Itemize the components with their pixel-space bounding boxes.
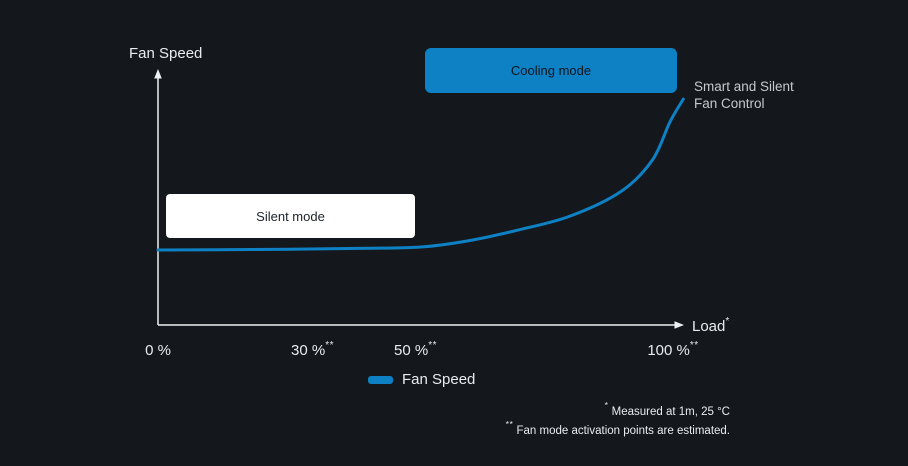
x-axis-title-text: Load	[692, 318, 726, 335]
annotation-line-1: Smart and Silent	[694, 79, 794, 94]
legend-label: Fan Speed	[402, 371, 476, 388]
cooling-mode-badge: Cooling mode	[425, 48, 677, 93]
x-tick-50: 50 %**	[394, 340, 437, 359]
fan-speed-curve	[156, 97, 685, 252]
footnote-1-text: Measured at 1m, 25 °C	[608, 405, 730, 418]
x-tick-30-marker: **	[325, 340, 334, 351]
y-axis-title: Fan Speed	[129, 45, 203, 62]
x-tick-0-label: 0 %	[145, 342, 171, 359]
x-axis-arrow-icon	[674, 321, 684, 329]
fan-speed-swatch-icon	[368, 375, 393, 384]
footnote-2-text: Fan mode activation points are estimated…	[513, 424, 730, 437]
annotation-line-2: Fan Control	[694, 96, 765, 111]
x-tick-50-label: 50 %	[394, 342, 429, 359]
silent-mode-badge: Silent mode	[166, 194, 415, 238]
x-axis-title-marker: *	[725, 316, 730, 327]
legend: Fan Speed	[368, 371, 475, 388]
smart-silent-fan-control-annotation: Smart and Silent Fan Control	[694, 78, 794, 112]
x-tick-50-marker: **	[428, 340, 437, 351]
footnote-2: ** Fan mode activation points are estima…	[506, 419, 730, 438]
x-tick-100-marker: **	[689, 340, 699, 351]
x-tick-30-label: 30 %	[291, 342, 326, 359]
y-axis-arrow-icon	[154, 69, 162, 79]
footnote-1-marker: *	[604, 400, 609, 410]
x-tick-30: 30 %**	[291, 340, 334, 359]
x-tick-100: 100 %**	[647, 340, 699, 359]
footnotes: * Measured at 1m, 25 °C ** Fan mode acti…	[506, 400, 730, 438]
x-tick-100-label: 100 %	[647, 342, 690, 359]
x-axis-title: Load*	[692, 316, 730, 335]
footnote-2-marker: **	[505, 418, 514, 429]
x-tick-0: 0 %	[145, 341, 171, 359]
footnote-1: * Measured at 1m, 25 °C	[506, 400, 730, 419]
